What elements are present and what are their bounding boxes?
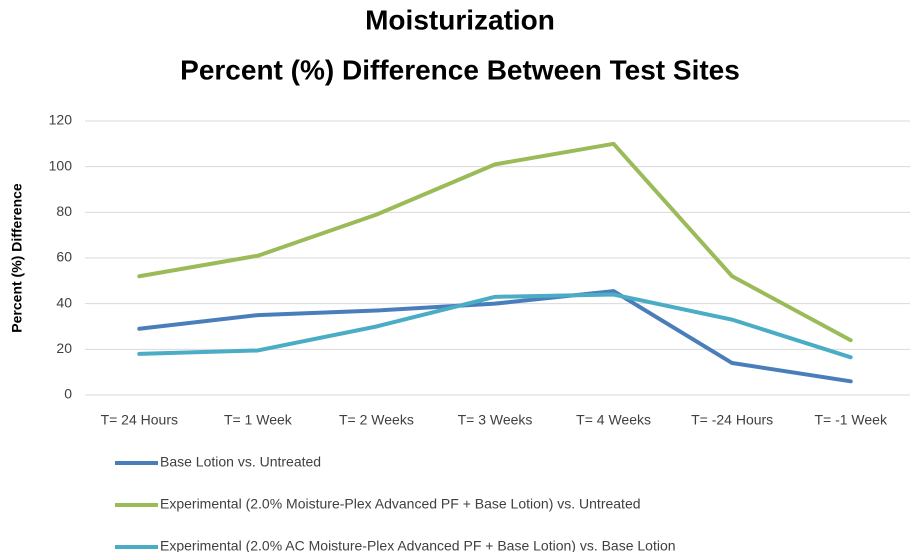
x-tick-label: T= 24 Hours <box>101 412 178 428</box>
x-tick-label: T= -1 Week <box>814 412 887 428</box>
legend-label: Base Lotion vs. Untreated <box>160 454 321 470</box>
legend-label: Experimental (2.0% AC Moisture-Plex Adva… <box>160 538 676 552</box>
y-tick-label: 100 <box>49 157 73 173</box>
x-tick-label: T= 3 Weeks <box>458 412 533 428</box>
y-tick-label: 60 <box>56 249 72 265</box>
y-tick-label: 120 <box>49 112 73 128</box>
y-tick-label: 0 <box>64 386 72 402</box>
x-tick-label: T= 4 Weeks <box>576 412 651 428</box>
chart-title: Moisturization <box>365 4 555 35</box>
legend-label: Experimental (2.0% Moisture-Plex Advance… <box>160 496 641 512</box>
y-tick-label: 20 <box>56 340 72 356</box>
y-tick-label: 80 <box>56 203 72 219</box>
chart-subtitle: Percent (%) Difference Between Test Site… <box>180 54 740 85</box>
y-axis-title: Percent (%) Difference <box>9 183 25 333</box>
y-tick-label: 40 <box>56 294 72 310</box>
x-tick-label: T= 2 Weeks <box>339 412 414 428</box>
series-line <box>137 292 853 360</box>
x-tick-label: T= -24 Hours <box>691 412 773 428</box>
series-line <box>137 141 853 343</box>
series-line <box>137 289 853 384</box>
x-tick-label: T= 1 Week <box>224 412 293 428</box>
